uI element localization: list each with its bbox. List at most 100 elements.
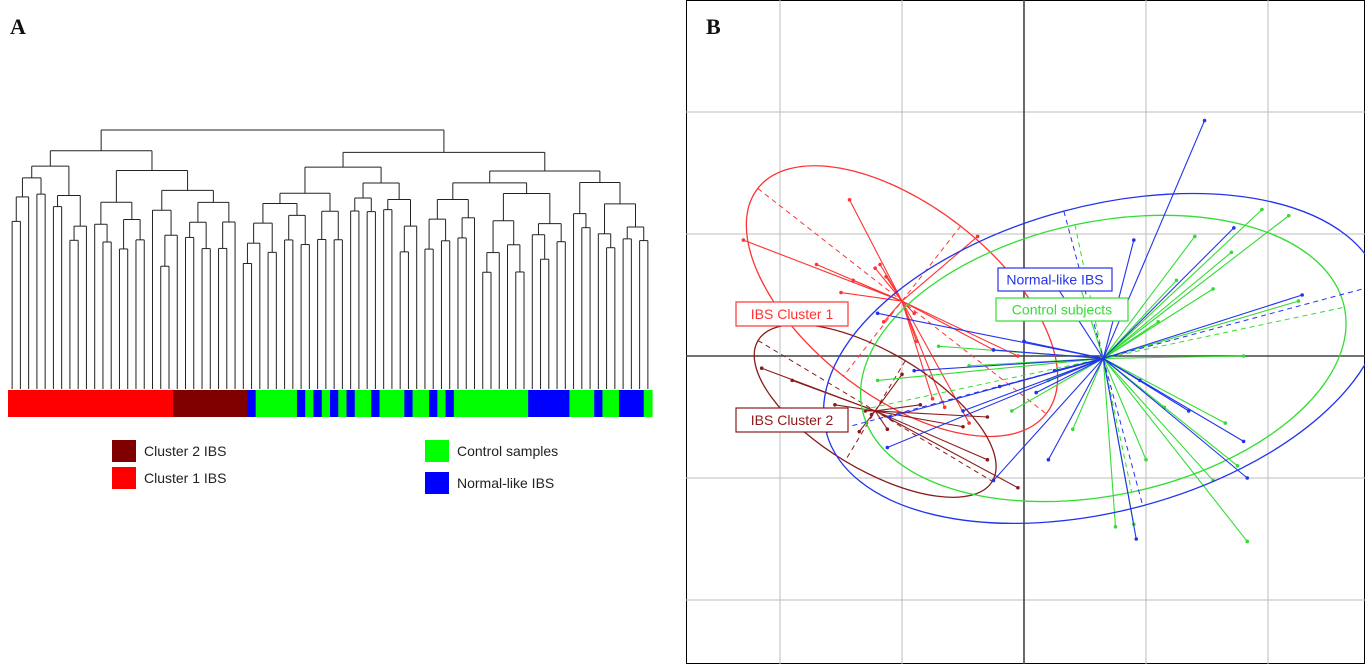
data-point [900,372,904,377]
spoke-line [901,300,1019,357]
data-point [1241,354,1246,358]
panel-b-label: B [706,14,721,39]
group-bar-segment [164,390,174,417]
spoke-line [834,404,876,412]
data-point [985,415,990,419]
data-point [1156,320,1160,324]
data-point [1113,525,1118,529]
spoke-line [877,312,1104,359]
group-bar-segment [288,390,298,417]
spoke-line [1102,215,1290,359]
group-bar-segment [313,390,323,417]
group-bar-segment [8,390,17,417]
data-point [991,478,996,483]
group-bar-segment [618,390,628,417]
group-bar-segment [536,390,546,417]
data-point [975,234,980,239]
data-point [1223,421,1228,425]
data-point [790,378,794,383]
data-point [875,311,880,316]
spoke-line [1102,358,1147,460]
panel-a-label: A [10,14,26,39]
group-label: Control subjects [1012,302,1112,318]
spoke-line [874,410,988,461]
spoke-line [901,236,978,302]
legend-cluster1: Cluster 1 IBS [112,467,226,489]
group-bar-segment [148,390,158,417]
data-point [912,311,916,316]
data-point [997,384,1002,389]
group-bar-segment [577,390,587,417]
group-bar-segment [272,390,282,417]
group-bar-segment [230,390,240,417]
data-point [936,344,941,349]
data-point [1211,287,1215,291]
data-point [857,429,862,434]
group-bar-segment [24,390,34,417]
group-bar-segment [561,390,571,417]
group-bar-segment [330,390,339,417]
group-bar-segment [197,390,207,417]
group-bar-segment [486,390,496,417]
group-bar-segment [594,390,604,417]
spoke-line [849,199,903,302]
ordination-panel: IBS Cluster 1 IBS Cluster 2 Control subjec… [686,0,1365,664]
spoke-line [914,357,1104,372]
spoke-line [875,404,921,412]
group-bar-segment [437,390,447,417]
spoke-line [887,357,1104,449]
group-label-box [995,297,1129,322]
data-point [985,457,990,462]
group-bar-segment [49,390,59,417]
data-point [1235,464,1240,468]
group-bar-segment [98,390,108,417]
group-bar-segment [74,390,83,417]
group-bar-segment [387,390,397,417]
spoke-line [1011,357,1104,412]
data-point [1286,213,1291,218]
data-point [1193,234,1197,239]
data-point [1016,485,1020,490]
spoke-line [883,300,903,323]
data-point [1300,293,1304,297]
group-bar-segment [635,390,645,417]
legend-swatch-cluster2 [112,440,136,462]
data-point [1245,476,1250,480]
spoke-line [816,263,903,302]
data-point [942,405,947,410]
spoke-line [1103,294,1303,359]
data-point [914,339,919,344]
group-bar-segment [32,390,42,417]
group-label: IBS Cluster 2 [751,412,834,428]
legend-label-normal: Normal-like IBS [457,475,555,491]
spoke-line [1103,357,1189,412]
group-bar-segment [346,390,356,417]
group-bar-segment [643,390,653,417]
group-bar-segment [131,390,141,417]
group-bar-segment [453,390,463,417]
group-bar-segment [206,390,216,417]
group-bar-segment [552,390,562,417]
spoke-line [1103,355,1244,359]
group-bar-segment [90,390,100,417]
group-bar-segment [321,390,331,417]
legend-cluster2: Cluster 2 IBS [112,440,226,462]
spoke-line [1102,209,1263,359]
spoke-line [840,292,903,302]
spoke-line [901,300,934,399]
legend-label-cluster1: Cluster 1 IBS [144,470,227,486]
data-point [1046,457,1051,462]
group-bar-segment [585,390,595,417]
spoke-line [875,410,964,428]
ellipse-axis [843,225,961,377]
data-point [869,412,874,417]
legend-label-control: Control samples [457,443,559,459]
dendrogram-panel: A Cluster 2 IBS Cluster 1 IBS Control sa… [0,0,680,664]
data-point [759,366,764,371]
group-ellipse [745,165,1059,438]
group-label-box [997,267,1113,292]
group-bar-segment [255,390,265,417]
data-point [1132,238,1136,242]
group-bar-segment [189,390,199,417]
group-bar-segment [445,390,455,417]
